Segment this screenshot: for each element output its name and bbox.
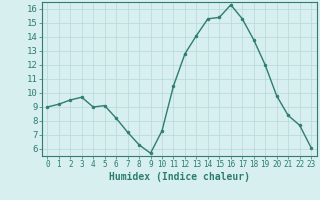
X-axis label: Humidex (Indice chaleur): Humidex (Indice chaleur): [109, 172, 250, 182]
